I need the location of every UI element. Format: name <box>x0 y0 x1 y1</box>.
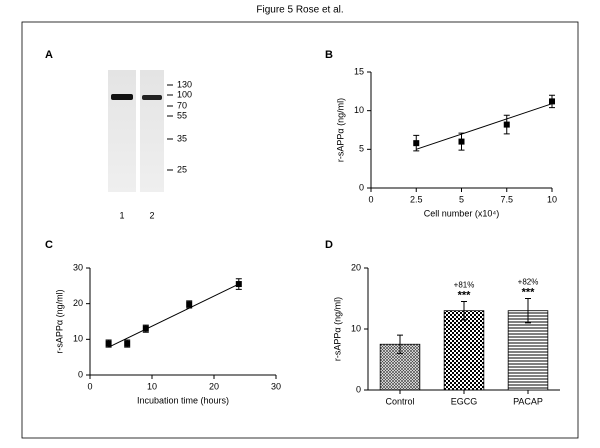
y-tick-label: 0 <box>356 384 361 394</box>
gel-band <box>142 95 162 100</box>
y-tick-label: 20 <box>73 298 83 308</box>
x-axis-label: Cell number (x10⁴) <box>424 208 499 218</box>
y-tick-label: 30 <box>73 262 83 272</box>
x-tick-label: 0 <box>87 381 92 391</box>
lane-label: 1 <box>119 210 124 220</box>
marker-label: 35 <box>177 133 187 143</box>
percent-label: +82% <box>518 278 539 287</box>
gel-lane <box>140 70 164 192</box>
data-point <box>413 140 420 147</box>
error-bar <box>461 301 467 321</box>
x-tick-label: 30 <box>271 381 281 391</box>
x-tick-label: 0 <box>368 194 373 204</box>
figure-title: Figure 5 Rose et al. <box>256 5 343 16</box>
panel-label: A <box>45 49 53 61</box>
significance-label: *** <box>522 286 536 298</box>
y-tick-label: 15 <box>354 66 364 76</box>
data-point <box>105 340 112 347</box>
panel-label: C <box>45 239 53 251</box>
marker-label: 130 <box>177 79 192 89</box>
x-tick-label: 7.5 <box>500 194 513 204</box>
x-tick-label: PACAP <box>513 396 543 406</box>
x-tick-label: Control <box>385 396 414 406</box>
marker-label: 55 <box>177 110 187 120</box>
error-bar <box>525 298 531 324</box>
y-axis-label: r-sAPPα (ng/ml) <box>332 297 342 361</box>
y-tick-label: 10 <box>354 105 364 115</box>
gel-lane <box>108 70 136 192</box>
panel-label: D <box>325 239 333 251</box>
y-tick-label: 0 <box>78 369 83 379</box>
data-point <box>186 301 193 308</box>
error-bar <box>397 334 403 354</box>
y-tick-label: 20 <box>351 262 361 272</box>
significance-label: *** <box>458 289 472 301</box>
x-tick-label: 2.5 <box>410 194 423 204</box>
y-tick-label: 10 <box>73 334 83 344</box>
data-point <box>235 281 242 288</box>
fit-line <box>108 283 240 348</box>
x-tick-label: 20 <box>209 381 219 391</box>
x-axis-label: Incubation time (hours) <box>137 395 229 405</box>
y-axis-label: r-sAPPα (ng/ml) <box>335 98 345 162</box>
panel-label: B <box>325 49 333 61</box>
percent-label: +81% <box>454 281 475 290</box>
marker-label: 100 <box>177 89 192 99</box>
y-tick-label: 10 <box>351 323 361 333</box>
x-tick-label: 10 <box>147 381 157 391</box>
marker-label: 25 <box>177 164 187 174</box>
lane-label: 2 <box>149 210 154 220</box>
data-point <box>458 138 465 145</box>
bar <box>507 310 549 391</box>
marker-label: 70 <box>177 100 187 110</box>
x-tick-label: 10 <box>547 194 557 204</box>
y-tick-label: 0 <box>359 182 364 192</box>
fit-line <box>416 103 553 150</box>
y-tick-label: 5 <box>359 144 364 154</box>
data-point <box>549 98 555 105</box>
x-tick-label: EGCG <box>451 396 478 406</box>
x-tick-label: 5 <box>459 194 464 204</box>
gel-band <box>111 94 133 100</box>
data-point <box>124 340 131 347</box>
figure-frame <box>21 21 579 439</box>
data-point <box>142 325 149 332</box>
data-point <box>503 121 510 128</box>
y-axis-label: r-sAPPα (ng/ml) <box>54 289 64 353</box>
bar <box>443 310 485 391</box>
